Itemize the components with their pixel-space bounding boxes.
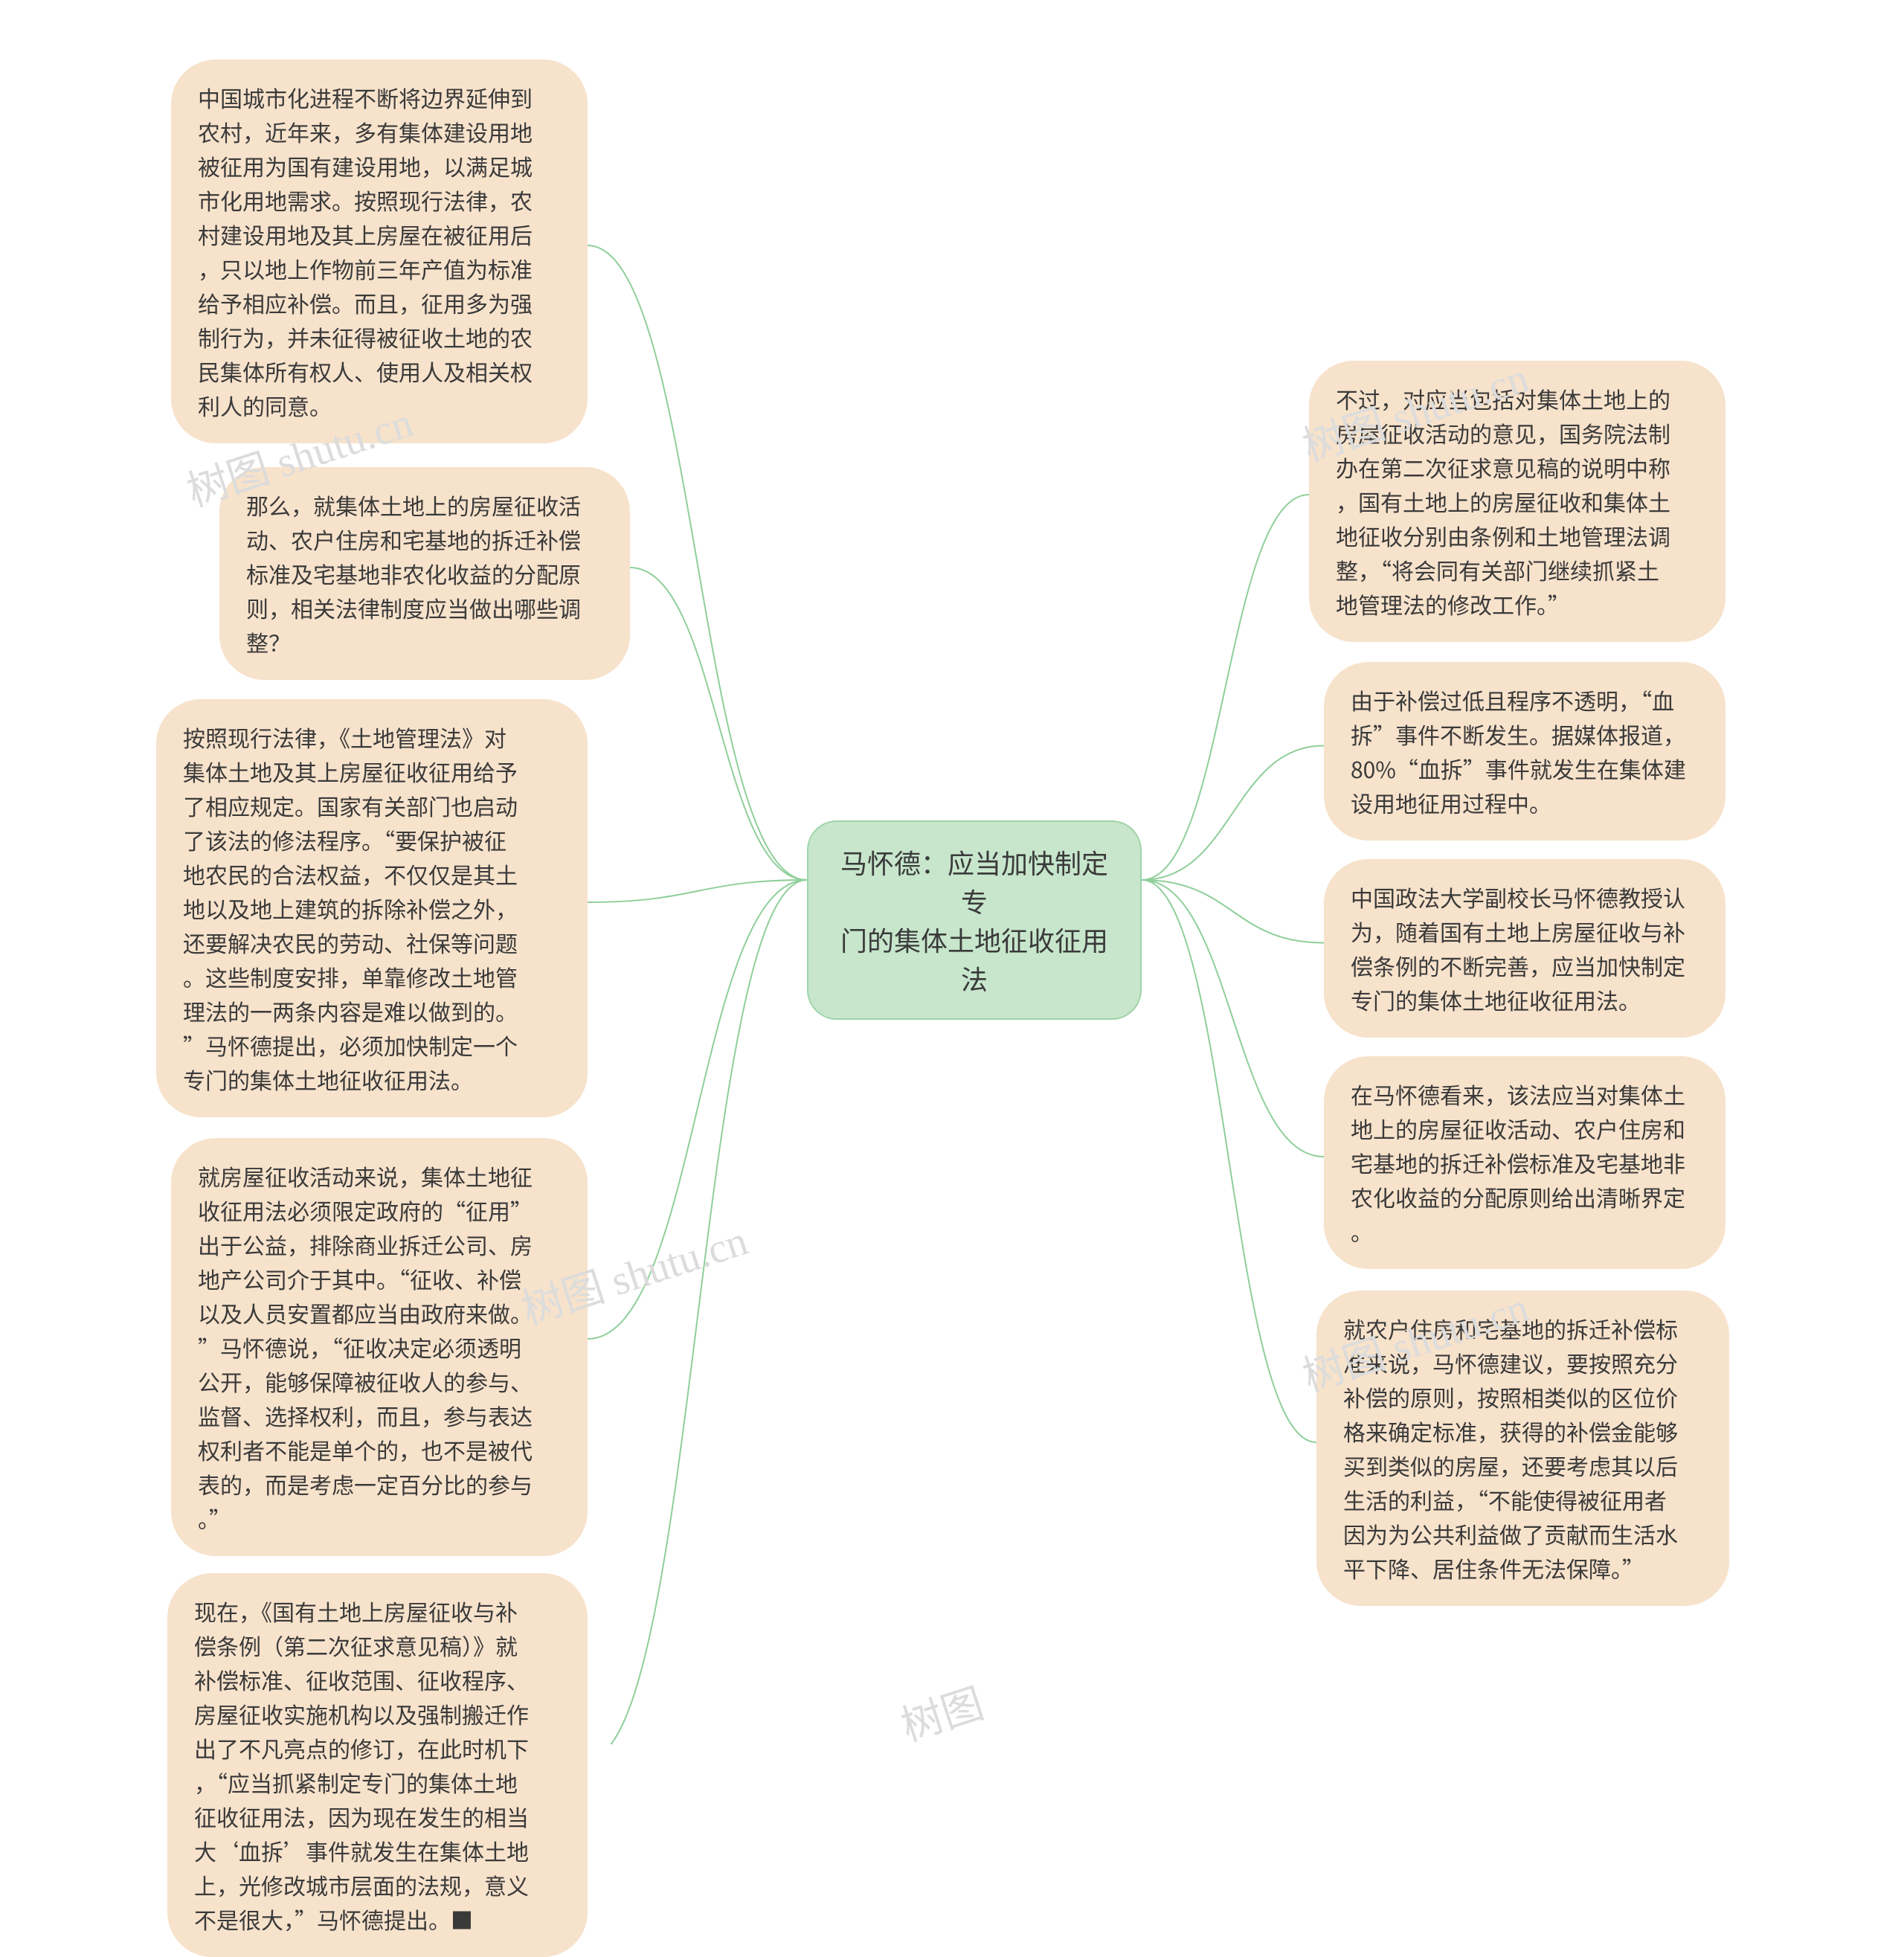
edge bbox=[1142, 880, 1324, 943]
leaf-node-r2: 由于补偿过低且程序不透明，“血 拆”事件不断发生。据媒体报道， 80%“血拆”事… bbox=[1324, 662, 1726, 841]
leaf-node-r1: 不过，对应当包括对集体土地上的 房屋征收活动的意见，国务院法制 办在第二次征求意… bbox=[1309, 361, 1726, 642]
edge bbox=[1142, 880, 1316, 1442]
leaf-node-r4: 在马怀德看来，该法应当对集体土 地上的房屋征收活动、农户住房和 宅基地的拆迁补偿… bbox=[1324, 1056, 1726, 1269]
watermark: 树图 bbox=[892, 1670, 991, 1753]
edge bbox=[1142, 746, 1324, 881]
r1-text: 不过，对应当包括对集体土地上的 房屋征收活动的意见，国务院法制 办在第二次征求意… bbox=[1336, 382, 1699, 621]
l5-text: 现在，《国有土地上房屋征收与补 偿条例（第二次征求意见稿）》就 补偿标准、征收范… bbox=[194, 1594, 561, 1936]
leaf-node-l5: 现在，《国有土地上房屋征收与补 偿条例（第二次征求意见稿）》就 补偿标准、征收范… bbox=[167, 1573, 588, 1957]
l2-text: 那么，就集体土地上的房屋征收活 动、农户住房和宅基地的拆迁补偿 标准及宅基地非农… bbox=[246, 488, 603, 659]
edge bbox=[630, 568, 807, 880]
edge bbox=[588, 880, 807, 1744]
r3-text: 中国政法大学副校长马怀德教授认 为，随着国有土地上房屋征收与补 偿条例的不断完善… bbox=[1351, 880, 1699, 1017]
r5-text: 就农户住房和宅基地的拆迁补偿标 准来说，马怀德建议，要按照充分 补偿的原则，按照… bbox=[1343, 1311, 1702, 1585]
r2-text: 由于补偿过低且程序不透明，“血 拆”事件不断发生。据媒体报道， 80%“血拆”事… bbox=[1351, 683, 1699, 820]
leaf-node-l4: 就房屋征收活动来说，集体土地征 收征用法必须限定政府的“征用” 出于公益，排除商… bbox=[171, 1138, 588, 1556]
leaf-node-r5: 就农户住房和宅基地的拆迁补偿标 准来说，马怀德建议，要按照充分 补偿的原则，按照… bbox=[1316, 1291, 1729, 1606]
leaf-node-l3: 按照现行法律，《土地管理法》对 集体土地及其上房屋征收征用给予 了相应规定。国家… bbox=[156, 699, 588, 1117]
edge bbox=[1142, 495, 1309, 880]
r4-text: 在马怀德看来，该法应当对集体土 地上的房屋征收活动、农户住房和 宅基地的拆迁补偿… bbox=[1351, 1077, 1699, 1248]
leaf-node-r3: 中国政法大学副校长马怀德教授认 为，随着国有土地上房屋征收与补 偿条例的不断完善… bbox=[1324, 859, 1726, 1038]
edge bbox=[1142, 880, 1324, 1157]
l1-text: 中国城市化进程不断将边界延伸到 农村，近年来，多有集体建设用地 被征用为国有建设… bbox=[198, 80, 561, 422]
edge bbox=[588, 880, 807, 1339]
l3-text: 按照现行法律，《土地管理法》对 集体土地及其上房屋征收征用给予 了相应规定。国家… bbox=[183, 720, 561, 1096]
edge bbox=[588, 880, 807, 902]
l4-text: 就房屋征收活动来说，集体土地征 收征用法必须限定政府的“征用” 出于公益，排除商… bbox=[198, 1159, 561, 1535]
center-node: 马怀德：应当加快制定专 门的集体土地征收征用法 bbox=[807, 820, 1142, 1020]
center-text: 马怀德：应当加快制定专 门的集体土地征收征用法 bbox=[835, 843, 1113, 997]
leaf-node-l1: 中国城市化进程不断将边界延伸到 农村，近年来，多有集体建设用地 被征用为国有建设… bbox=[171, 60, 588, 443]
leaf-node-l2: 那么，就集体土地上的房屋征收活 动、农户住房和宅基地的拆迁补偿 标准及宅基地非农… bbox=[219, 467, 630, 680]
